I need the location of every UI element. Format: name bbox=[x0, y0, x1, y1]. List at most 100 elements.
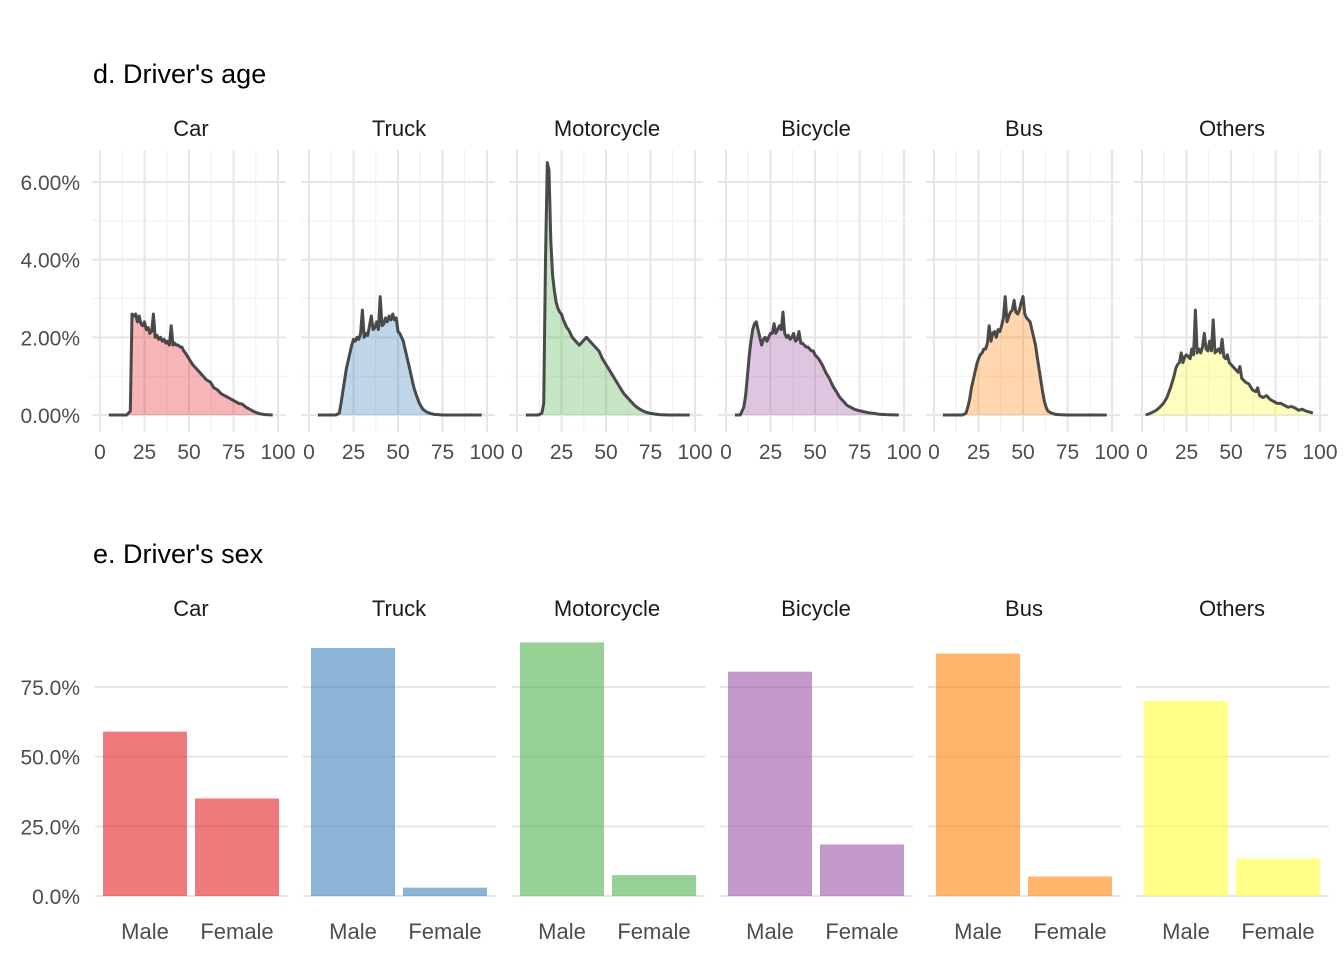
age-x-tick-label: 75 bbox=[222, 441, 245, 464]
bar-car-male bbox=[103, 731, 187, 896]
age-x-tick-label: 50 bbox=[594, 441, 617, 464]
age-x-tick-label: 100 bbox=[677, 441, 712, 464]
sex-x-tick-label: Female bbox=[1241, 919, 1314, 944]
age-strip-motorcycle: Motorcycle bbox=[554, 116, 660, 141]
sex-strip-bus: Bus bbox=[1005, 596, 1043, 621]
sex-y-tick-label: 50.0% bbox=[20, 747, 80, 770]
age-x-tick-label: 100 bbox=[260, 441, 295, 464]
age-x-tick-label: 25 bbox=[133, 441, 156, 464]
density-line-car bbox=[108, 312, 273, 417]
age-x-tick-label: 0 bbox=[303, 441, 315, 464]
age-panel-others: 0 25 50 75 100 bbox=[1134, 150, 1338, 464]
sex-x-tick-label: Female bbox=[617, 919, 690, 944]
age-x-tick-label: 75 bbox=[1056, 441, 1079, 464]
sex-panel-truck: Male Female bbox=[303, 647, 496, 944]
density-area-others bbox=[1145, 310, 1313, 415]
sex-panel-car: Male Female bbox=[95, 686, 288, 944]
sex-strip-bicycle: Bicycle bbox=[781, 596, 851, 621]
sex-x-tick-label: Female bbox=[1033, 919, 1106, 944]
bar-bicycle-female bbox=[820, 844, 904, 896]
age-y-tick-label: 6.00% bbox=[20, 172, 80, 195]
age-x-tick-label: 100 bbox=[1094, 441, 1129, 464]
sex-x-tick-label: Male bbox=[746, 919, 794, 944]
density-line-others bbox=[1145, 308, 1314, 417]
age-x-tick-label: 0 bbox=[720, 441, 732, 464]
bar-bicycle-male bbox=[728, 671, 812, 896]
sex-strip-truck: Truck bbox=[372, 596, 427, 621]
sex-x-tick-label: Male bbox=[121, 919, 169, 944]
density-area-car bbox=[108, 314, 273, 415]
age-panel-truck: 0 25 50 75 100 bbox=[301, 150, 505, 464]
age-x-tick-label: 25 bbox=[759, 441, 782, 464]
age-y-tick-label: 0.00% bbox=[20, 405, 80, 428]
age-x-tick-label: 0 bbox=[928, 441, 940, 464]
density-area-truck bbox=[317, 296, 482, 415]
age-strip-others: Others bbox=[1199, 116, 1265, 141]
bar-bus-female bbox=[1028, 876, 1112, 896]
sex-panel-others: Male Female bbox=[1136, 686, 1329, 944]
sex-x-tick-label: Male bbox=[954, 919, 1002, 944]
density-area-bicycle bbox=[734, 312, 899, 415]
sex-strip-others: Others bbox=[1199, 596, 1265, 621]
sex-panel-motorcycle: Male Female bbox=[512, 642, 705, 944]
sex-y-tick-label: 0.0% bbox=[32, 886, 80, 909]
bar-others-female bbox=[1236, 858, 1320, 896]
age-panel-car: 0 25 50 75 100 bbox=[92, 150, 296, 464]
age-x-tick-label: 50 bbox=[1219, 441, 1242, 464]
sex-x-tick-label: Male bbox=[329, 919, 377, 944]
age-panels: 0 25 50 75 100 0 25 50 75 100 0 25 50 75 100 0 25 50 75 100… bbox=[20, 150, 1338, 464]
sex-y-tick-label: 75.0% bbox=[20, 677, 80, 700]
age-panel-motorcycle: 0 25 50 75 100 bbox=[509, 150, 713, 464]
age-x-tick-label: 25 bbox=[1175, 441, 1198, 464]
age-x-tick-label: 0 bbox=[511, 441, 523, 464]
density-line-bus bbox=[942, 295, 1107, 417]
age-strip-labels: Car Truck Motorcycle Bicycle Bus Others bbox=[173, 116, 1265, 141]
sex-x-tick-label: Male bbox=[538, 919, 586, 944]
age-x-tick-label: 75 bbox=[848, 441, 871, 464]
age-y-tick-label: 4.00% bbox=[20, 250, 80, 273]
sex-x-tick-label: Female bbox=[200, 919, 273, 944]
density-area-motorcycle bbox=[525, 162, 690, 415]
age-x-tick-label: 25 bbox=[967, 441, 990, 464]
age-x-tick-label: 50 bbox=[803, 441, 826, 464]
age-section-title: d. Driver's age bbox=[93, 59, 266, 89]
age-x-tick-label: 0 bbox=[94, 441, 106, 464]
bar-car-female bbox=[195, 798, 279, 896]
age-x-tick-label: 75 bbox=[1264, 441, 1287, 464]
density-line-motorcycle bbox=[525, 161, 690, 417]
bar-motorcycle-female bbox=[612, 875, 696, 896]
sex-x-tick-label: Male bbox=[1162, 919, 1210, 944]
sex-section-title: e. Driver's sex bbox=[93, 539, 264, 569]
age-x-tick-label: 75 bbox=[431, 441, 454, 464]
sex-panels: Male Female Male Female Male Female Male Female… bbox=[20, 642, 1329, 944]
bar-others-male bbox=[1144, 700, 1228, 896]
age-x-tick-label: 25 bbox=[342, 441, 365, 464]
age-strip-bicycle: Bicycle bbox=[781, 116, 851, 141]
sex-x-tick-label: Female bbox=[825, 919, 898, 944]
sex-strip-motorcycle: Motorcycle bbox=[554, 596, 660, 621]
age-y-tick-label: 2.00% bbox=[20, 327, 80, 350]
sex-strip-car: Car bbox=[173, 596, 208, 621]
age-x-tick-label: 0 bbox=[1136, 441, 1148, 464]
age-strip-car: Car bbox=[173, 116, 208, 141]
age-x-tick-label: 100 bbox=[1302, 441, 1337, 464]
sex-strip-labels: Car Truck Motorcycle Bicycle Bus Others bbox=[173, 596, 1265, 621]
bar-truck-male bbox=[311, 647, 395, 896]
age-panel-bicycle: 0 25 50 75 100 bbox=[718, 150, 922, 464]
density-line-bicycle bbox=[734, 310, 899, 417]
bar-truck-female bbox=[403, 887, 487, 896]
bar-bus-male bbox=[936, 653, 1020, 896]
age-panel-bus: 0 25 50 75 100 bbox=[926, 150, 1130, 464]
age-x-tick-label: 50 bbox=[177, 441, 200, 464]
age-x-tick-label: 25 bbox=[550, 441, 573, 464]
sex-panel-bus: Male Female bbox=[928, 653, 1121, 944]
density-line-truck bbox=[317, 295, 482, 417]
bar-motorcycle-male bbox=[520, 642, 604, 896]
density-area-bus bbox=[942, 296, 1107, 415]
sex-x-tick-label: Female bbox=[408, 919, 481, 944]
sex-panel-bicycle: Male Female bbox=[720, 671, 913, 944]
age-x-tick-label: 75 bbox=[639, 441, 662, 464]
age-x-tick-label: 100 bbox=[469, 441, 504, 464]
age-x-tick-label: 50 bbox=[386, 441, 409, 464]
